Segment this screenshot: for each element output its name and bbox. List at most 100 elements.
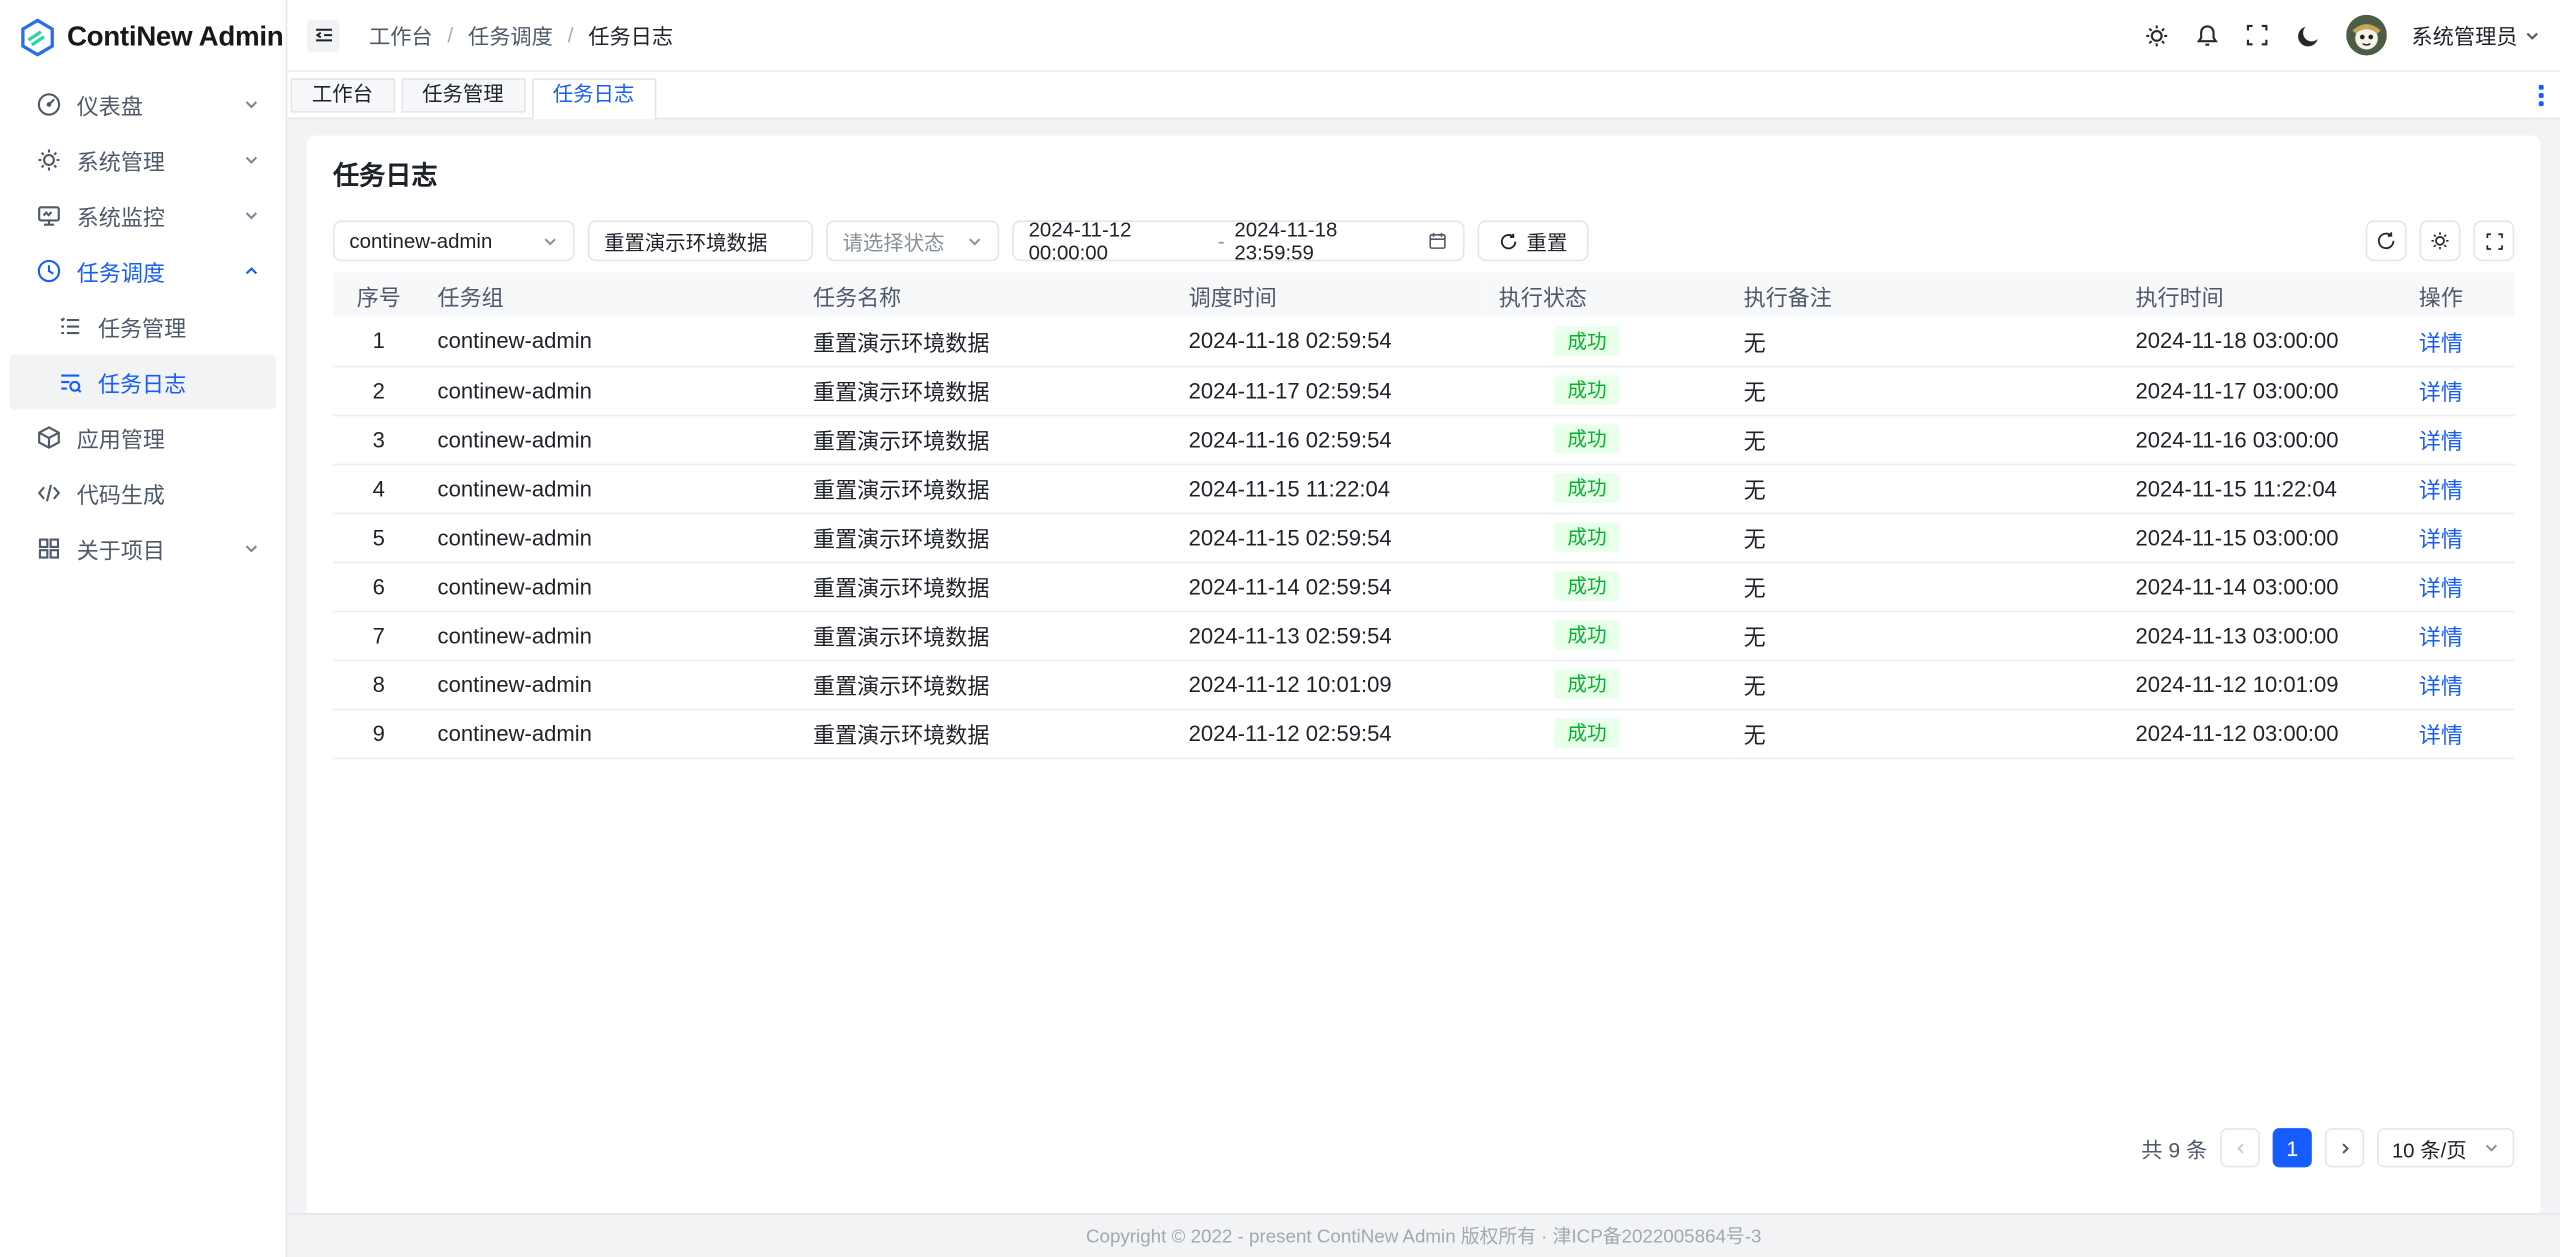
status-select[interactable]: 请选择状态	[826, 220, 1000, 262]
column-settings-button[interactable]	[2419, 220, 2461, 262]
next-page-button[interactable]	[2324, 1128, 2365, 1168]
app-title: ContiNew Admin	[66, 20, 284, 52]
cell-exec_time: 2024-11-12 03:00:00	[2135, 720, 2339, 746]
sidebar-collapse-button[interactable]	[306, 18, 340, 52]
column-header: 序号	[356, 284, 401, 310]
cell-exec_time: 2024-11-15 11:22:04	[2135, 475, 2337, 501]
detail-link[interactable]: 详情	[2418, 478, 2463, 503]
sidebar-item-task-log[interactable]: 任务日志	[9, 354, 276, 410]
chevron-down-icon	[243, 540, 259, 556]
cell-status: 成功	[1486, 317, 1731, 366]
detail-link[interactable]: 详情	[2418, 576, 2463, 601]
prev-page-button[interactable]	[2220, 1128, 2260, 1168]
task-name-input[interactable]	[604, 229, 797, 253]
fullscreen-table-button[interactable]	[2473, 220, 2515, 262]
column-header: 操作	[2418, 284, 2463, 310]
sidebar-item-code-generation[interactable]: 代码生成	[10, 465, 276, 521]
cell-status: 成功	[1486, 562, 1731, 611]
app-logo[interactable]: ContiNew Admin	[0, 0, 286, 73]
cell-remark: 无	[1743, 576, 1766, 601]
cell-name: 重置演示环境数据	[813, 331, 990, 356]
breadcrumb-separator: /	[567, 22, 574, 48]
status-badge: 成功	[1554, 326, 1620, 356]
cell-name: 重置演示环境数据	[813, 576, 990, 601]
cell-exec_time: 2024-11-12 10:01:09	[2135, 671, 2339, 697]
cell-group: continew-admin	[437, 475, 592, 501]
table-header-row: 序号 任务组 任务名称 调度时间 执行状态 执行备注 执行时间 操作	[333, 272, 2515, 317]
breadcrumb-item[interactable]: 任务调度	[467, 24, 553, 49]
cell-remark: 无	[1743, 380, 1766, 405]
column-header: 执行备注	[1743, 284, 1832, 310]
monitor-icon	[36, 202, 62, 228]
cell-index: 8	[372, 671, 385, 697]
sidebar-item-task-scheduling[interactable]: 任务调度	[10, 243, 276, 299]
table-row: 4 continew-admin 重置演示环境数据 2024-11-15 11:22:…	[333, 464, 2515, 513]
cell-schedule_time: 2024-11-16 02:59:54	[1188, 426, 1392, 452]
grid-icon	[36, 536, 62, 562]
cell-status: 成功	[1486, 660, 1731, 709]
user-menu[interactable]: 系统管理员	[2411, 20, 2540, 51]
chevron-down-icon	[243, 207, 259, 223]
cell-action: 详情	[2367, 366, 2514, 415]
refresh-table-button[interactable]	[2365, 220, 2407, 262]
fullscreen-icon[interactable]	[2245, 22, 2271, 48]
user-avatar[interactable]	[2346, 14, 2387, 56]
tab-task-log[interactable]: 任务日志	[531, 78, 656, 120]
calendar-icon	[1427, 230, 1448, 251]
cell-exec_time: 2024-11-15 03:00:00	[2135, 524, 2339, 550]
cell-group: continew-admin	[437, 377, 592, 403]
reset-button[interactable]: 重置	[1477, 220, 1589, 262]
gear-icon	[36, 147, 62, 173]
tab-bar: 工作台 任务管理 任务日志	[287, 71, 2560, 120]
moon-icon[interactable]	[2295, 22, 2321, 48]
detail-link[interactable]: 详情	[2418, 429, 2463, 454]
cell-action: 详情	[2367, 415, 2514, 464]
detail-link[interactable]: 详情	[2418, 380, 2463, 405]
settings-gear-icon[interactable]	[2144, 22, 2170, 48]
tab-task-management[interactable]: 任务管理	[400, 78, 525, 113]
cube-icon	[36, 424, 62, 450]
table-row: 5 continew-admin 重置演示环境数据 2024-11-15 02:59:…	[333, 513, 2515, 562]
date-range-picker[interactable]: 2024-11-12 00:00:00 - 2024-11-18 23:59:5…	[1012, 218, 1465, 264]
gear-icon	[2431, 232, 2449, 250]
detail-link[interactable]: 详情	[2418, 625, 2463, 650]
filter-bar: continew-admin 请选择状态	[333, 218, 2515, 264]
tab-actions-icon[interactable]	[2538, 84, 2544, 107]
cell-index: 1	[372, 328, 385, 354]
sidebar-item-system-monitor[interactable]: 系统监控	[10, 188, 276, 244]
cell-exec_time: 2024-11-13 03:00:00	[2135, 622, 2339, 648]
breadcrumb-item-current: 任务日志	[588, 24, 674, 49]
refresh-icon	[2377, 232, 2395, 250]
sidebar-item-label: 任务管理	[97, 316, 187, 342]
task-group-select[interactable]: continew-admin	[333, 220, 575, 262]
page-size-value: 10 条/页	[2391, 1138, 2467, 1162]
sidebar: ContiNew Admin 仪表盘	[0, 0, 288, 1257]
page-size-select[interactable]: 10 条/页	[2377, 1128, 2515, 1168]
sidebar-item-label: 代码生成	[76, 483, 165, 508]
sidebar-item-task-management[interactable]: 任务管理	[10, 299, 276, 355]
sidebar-item-app-management[interactable]: 应用管理	[10, 410, 276, 466]
refresh-icon	[1499, 231, 1519, 251]
page-number-current[interactable]: 1	[2272, 1128, 2312, 1168]
clock-icon	[36, 258, 62, 284]
detail-link[interactable]: 详情	[2418, 674, 2463, 699]
detail-link[interactable]: 详情	[2418, 723, 2463, 748]
content: 任务日志 continew-admin 请选择状态	[287, 119, 2560, 1214]
cell-exec_time: 2024-11-18 03:00:00	[2135, 328, 2339, 354]
breadcrumb-item[interactable]: 工作台	[368, 24, 433, 49]
cell-schedule_time: 2024-11-15 02:59:54	[1188, 524, 1392, 550]
tab-workbench[interactable]: 工作台	[290, 78, 395, 113]
detail-link[interactable]: 详情	[2418, 527, 2463, 552]
detail-link[interactable]: 详情	[2418, 331, 2463, 356]
cell-index: 2	[372, 377, 385, 403]
sidebar-item-label: 系统监控	[76, 205, 165, 231]
cell-remark: 无	[1743, 429, 1766, 454]
chevron-down-icon	[967, 233, 983, 249]
bell-icon[interactable]	[2194, 22, 2220, 48]
sidebar-item-system-management[interactable]: 系统管理	[10, 132, 276, 188]
cell-status: 成功	[1486, 366, 1731, 415]
sidebar-item-dashboard[interactable]: 仪表盘	[10, 77, 276, 133]
sidebar-item-about-project[interactable]: 关于项目	[10, 521, 276, 577]
sidebar-item-label: 系统管理	[76, 150, 165, 175]
